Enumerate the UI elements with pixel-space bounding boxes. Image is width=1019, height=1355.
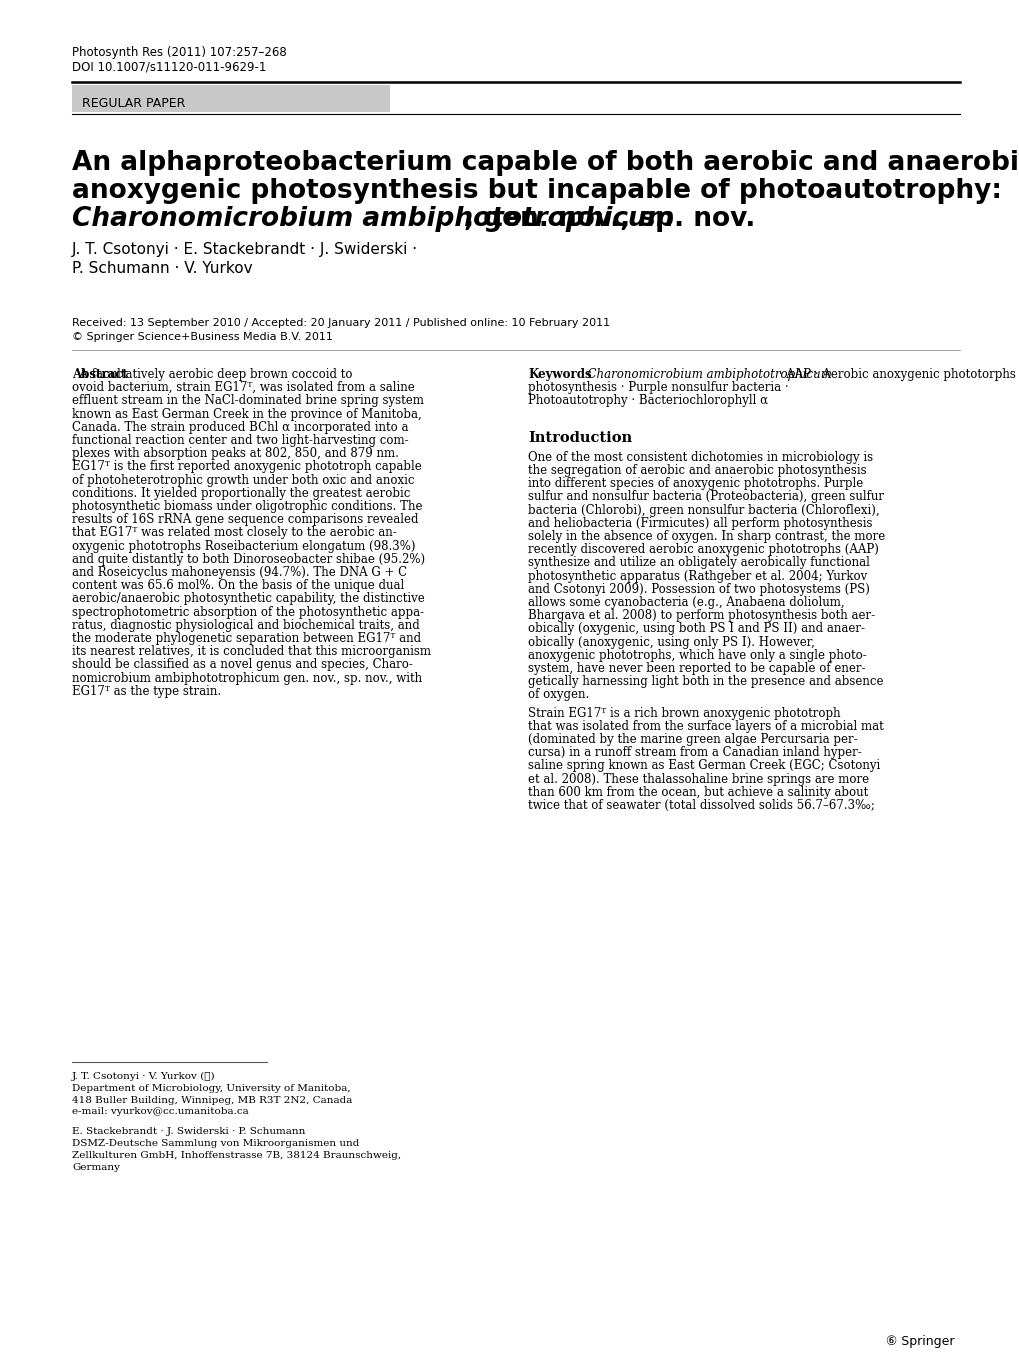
Text: recently discovered aerobic anoxygenic phototrophs (AAP): recently discovered aerobic anoxygenic p… bbox=[528, 543, 878, 556]
Text: obically (anoxygenic, using only PS I). However,: obically (anoxygenic, using only PS I). … bbox=[528, 635, 814, 649]
Text: E. Stackebrandt · J. Swiderski · P. Schumann: E. Stackebrandt · J. Swiderski · P. Schu… bbox=[72, 1127, 305, 1137]
Text: Charonomicrobium ambiphototrophicum: Charonomicrobium ambiphototrophicum bbox=[580, 369, 832, 381]
Text: Introduction: Introduction bbox=[528, 431, 632, 444]
Text: Photoautotrophy · Bacteriochlorophyll α: Photoautotrophy · Bacteriochlorophyll α bbox=[528, 394, 767, 408]
Text: and Roseicyclus mahoneyensis (94.7%). The DNA G + C: and Roseicyclus mahoneyensis (94.7%). Th… bbox=[72, 566, 407, 579]
Text: sulfur and nonsulfur bacteria (Proteobacteria), green sulfur: sulfur and nonsulfur bacteria (Proteobac… bbox=[528, 491, 883, 504]
Text: Department of Microbiology, University of Manitoba,: Department of Microbiology, University o… bbox=[72, 1084, 351, 1092]
Text: EG17ᵀ as the type strain.: EG17ᵀ as the type strain. bbox=[72, 684, 221, 698]
Text: its nearest relatives, it is concluded that this microorganism: its nearest relatives, it is concluded t… bbox=[72, 645, 431, 659]
Text: photosynthetic biomass under oligotrophic conditions. The: photosynthetic biomass under oligotrophi… bbox=[72, 500, 422, 514]
Text: photosynthesis · Purple nonsulfur bacteria ·: photosynthesis · Purple nonsulfur bacter… bbox=[528, 381, 788, 394]
Text: (dominated by the marine green algae Percursaria per-: (dominated by the marine green algae Per… bbox=[528, 733, 857, 747]
Text: getically harnessing light both in the presence and absence: getically harnessing light both in the p… bbox=[528, 675, 882, 688]
Text: DSMZ-Deutsche Sammlung von Mikroorganismen und: DSMZ-Deutsche Sammlung von Mikroorganism… bbox=[72, 1140, 359, 1148]
Text: e-mail: vyurkov@cc.umanitoba.ca: e-mail: vyurkov@cc.umanitoba.ca bbox=[72, 1107, 249, 1117]
Text: ovoid bacterium, strain EG17ᵀ, was isolated from a saline: ovoid bacterium, strain EG17ᵀ, was isola… bbox=[72, 381, 415, 394]
Text: Charonomicrobium ambiphototrophicum: Charonomicrobium ambiphototrophicum bbox=[72, 206, 674, 232]
Text: · AAP · Aerobic anoxygenic phototorphs · Anoxygenic: · AAP · Aerobic anoxygenic phototorphs ·… bbox=[774, 369, 1019, 381]
Text: Bhargava et al. 2008) to perform photosynthesis both aer-: Bhargava et al. 2008) to perform photosy… bbox=[528, 610, 874, 622]
Text: than 600 km from the ocean, but achieve a salinity about: than 600 km from the ocean, but achieve … bbox=[528, 786, 867, 799]
Text: into different species of anoxygenic phototrophs. Purple: into different species of anoxygenic pho… bbox=[528, 477, 862, 491]
Text: content was 65.6 mol%. On the basis of the unique dual: content was 65.6 mol%. On the basis of t… bbox=[72, 579, 404, 592]
Text: of photoheterotrophic growth under both oxic and anoxic: of photoheterotrophic growth under both … bbox=[72, 474, 414, 486]
Text: Germany: Germany bbox=[72, 1163, 120, 1172]
Text: saline spring known as East German Creek (EGC; Csotonyi: saline spring known as East German Creek… bbox=[528, 759, 879, 772]
Text: nomicrobium ambiphototrophicum gen. nov., sp. nov., with: nomicrobium ambiphototrophicum gen. nov.… bbox=[72, 672, 422, 684]
Text: bacteria (Chlorobi), green nonsulfur bacteria (Chloroflexi),: bacteria (Chlorobi), green nonsulfur bac… bbox=[528, 504, 878, 516]
Text: system, have never been reported to be capable of ener-: system, have never been reported to be c… bbox=[528, 663, 865, 675]
Text: , gen. nov., sp. nov.: , gen. nov., sp. nov. bbox=[464, 206, 755, 232]
Text: Zellkulturen GmbH, Inhoffenstrasse 7B, 38124 Braunschweig,: Zellkulturen GmbH, Inhoffenstrasse 7B, 3… bbox=[72, 1150, 400, 1160]
Text: that was isolated from the surface layers of a microbial mat: that was isolated from the surface layer… bbox=[528, 720, 882, 733]
Text: J. T. Csotonyi · V. Yurkov (✉): J. T. Csotonyi · V. Yurkov (✉) bbox=[72, 1072, 215, 1081]
Text: An alphaproteobacterium capable of both aerobic and anaerobic: An alphaproteobacterium capable of both … bbox=[72, 150, 1019, 176]
Text: Abstract: Abstract bbox=[72, 369, 127, 381]
Text: spectrophotometric absorption of the photosynthetic appa-: spectrophotometric absorption of the pho… bbox=[72, 606, 424, 619]
Text: conditions. It yielded proportionally the greatest aerobic: conditions. It yielded proportionally th… bbox=[72, 486, 410, 500]
Text: obically (oxygenic, using both PS I and PS II) and anaer-: obically (oxygenic, using both PS I and … bbox=[528, 622, 864, 635]
Text: P. Schumann · V. Yurkov: P. Schumann · V. Yurkov bbox=[72, 262, 253, 276]
Text: plexes with absorption peaks at 802, 850, and 879 nm.: plexes with absorption peaks at 802, 850… bbox=[72, 447, 398, 461]
Text: effluent stream in the NaCl-dominated brine spring system: effluent stream in the NaCl-dominated br… bbox=[72, 394, 424, 408]
Text: J. T. Csotonyi · E. Stackebrandt · J. Swiderski ·: J. T. Csotonyi · E. Stackebrandt · J. Sw… bbox=[72, 243, 418, 257]
Text: A facultatively aerobic deep brown coccoid to: A facultatively aerobic deep brown cocco… bbox=[72, 369, 353, 381]
Text: Received: 13 September 2010 / Accepted: 20 January 2011 / Published online: 10 F: Received: 13 September 2010 / Accepted: … bbox=[72, 318, 609, 328]
Text: DOI 10.1007/s11120-011-9629-1: DOI 10.1007/s11120-011-9629-1 bbox=[72, 61, 266, 75]
Bar bbox=[72, 85, 389, 112]
Text: Canada. The strain produced BChl α incorporated into a: Canada. The strain produced BChl α incor… bbox=[72, 421, 408, 434]
Text: solely in the absence of oxygen. In sharp contrast, the more: solely in the absence of oxygen. In shar… bbox=[528, 530, 884, 543]
Text: Photosynth Res (2011) 107:257–268: Photosynth Res (2011) 107:257–268 bbox=[72, 46, 286, 60]
Text: the moderate phylogenetic separation between EG17ᵀ and: the moderate phylogenetic separation bet… bbox=[72, 631, 421, 645]
Text: known as East German Creek in the province of Manitoba,: known as East German Creek in the provin… bbox=[72, 408, 421, 420]
Text: and heliobacteria (Firmicutes) all perform photosynthesis: and heliobacteria (Firmicutes) all perfo… bbox=[528, 516, 871, 530]
Text: 418 Buller Building, Winnipeg, MB R3T 2N2, Canada: 418 Buller Building, Winnipeg, MB R3T 2N… bbox=[72, 1096, 352, 1104]
Text: aerobic/anaerobic photosynthetic capability, the distinctive: aerobic/anaerobic photosynthetic capabil… bbox=[72, 592, 424, 606]
Text: anoxygenic photosynthesis but incapable of photoautotrophy:: anoxygenic photosynthesis but incapable … bbox=[72, 178, 1001, 205]
Text: ⑥ Springer: ⑥ Springer bbox=[886, 1335, 954, 1348]
Text: and Csotonyi 2009). Possession of two photosystems (PS): and Csotonyi 2009). Possession of two ph… bbox=[528, 583, 869, 596]
Text: anoxygenic phototrophs, which have only a single photo-: anoxygenic phototrophs, which have only … bbox=[528, 649, 866, 661]
Text: REGULAR PAPER: REGULAR PAPER bbox=[82, 98, 185, 110]
Text: results of 16S rRNA gene sequence comparisons revealed: results of 16S rRNA gene sequence compar… bbox=[72, 514, 418, 526]
Text: ratus, diagnostic physiological and biochemical traits, and: ratus, diagnostic physiological and bioc… bbox=[72, 619, 420, 631]
Text: Keywords: Keywords bbox=[528, 369, 591, 381]
Text: twice that of seawater (total dissolved solids 56.7–67.3‰;: twice that of seawater (total dissolved … bbox=[528, 799, 874, 812]
Text: the segregation of aerobic and anaerobic photosynthesis: the segregation of aerobic and anaerobic… bbox=[528, 463, 866, 477]
Text: should be classified as a novel genus and species, Charo-: should be classified as a novel genus an… bbox=[72, 659, 413, 671]
Text: of oxygen.: of oxygen. bbox=[528, 688, 589, 702]
Text: Strain EG17ᵀ is a rich brown anoxygenic phototroph: Strain EG17ᵀ is a rich brown anoxygenic … bbox=[528, 706, 840, 720]
Text: © Springer Science+Business Media B.V. 2011: © Springer Science+Business Media B.V. 2… bbox=[72, 332, 332, 341]
Text: functional reaction center and two light-harvesting com-: functional reaction center and two light… bbox=[72, 434, 409, 447]
Text: photosynthetic apparatus (Rathgeber et al. 2004; Yurkov: photosynthetic apparatus (Rathgeber et a… bbox=[528, 569, 866, 583]
Text: synthesize and utilize an obligately aerobically functional: synthesize and utilize an obligately aer… bbox=[528, 557, 869, 569]
Text: EG17ᵀ is the first reported anoxygenic phototroph capable: EG17ᵀ is the first reported anoxygenic p… bbox=[72, 461, 421, 473]
Text: cursa) in a runoff stream from a Canadian inland hyper-: cursa) in a runoff stream from a Canadia… bbox=[528, 747, 861, 759]
Text: et al. 2008). These thalassohaline brine springs are more: et al. 2008). These thalassohaline brine… bbox=[528, 772, 868, 786]
Text: and quite distantly to both Dinoroseobacter shibae (95.2%): and quite distantly to both Dinoroseobac… bbox=[72, 553, 425, 566]
Text: allows some cyanobacteria (e.g., Anabaena doliolum,: allows some cyanobacteria (e.g., Anabaen… bbox=[528, 596, 844, 608]
Text: One of the most consistent dichotomies in microbiology is: One of the most consistent dichotomies i… bbox=[528, 451, 872, 463]
Text: oxygenic phototrophs Roseibacterium elongatum (98.3%): oxygenic phototrophs Roseibacterium elon… bbox=[72, 539, 415, 553]
Text: that EG17ᵀ was related most closely to the aerobic an-: that EG17ᵀ was related most closely to t… bbox=[72, 526, 396, 539]
